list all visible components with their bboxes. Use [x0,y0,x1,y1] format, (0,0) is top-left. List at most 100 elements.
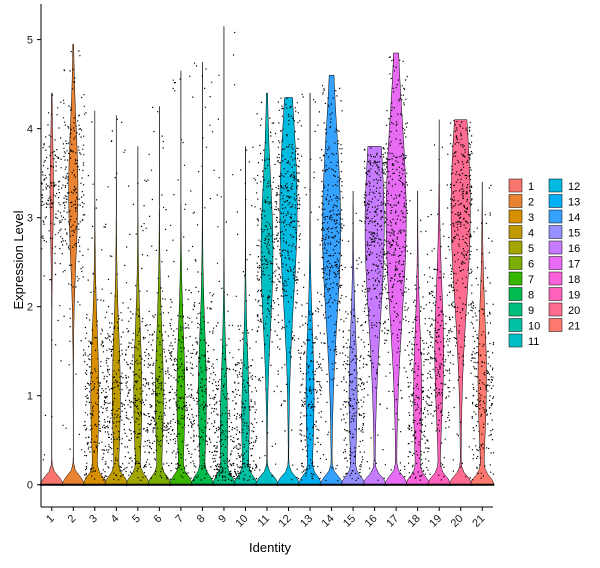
points-21 [471,184,495,481]
x-tick-label: 9 [216,513,229,526]
legend-key-7 [508,271,523,286]
violin-7 [168,70,194,485]
x-tick-label: 18 [406,513,423,530]
legend-key-6 [508,256,523,270]
x-tick-label: 7 [173,513,186,526]
legend-label-18: 18 [568,274,580,286]
zero-cluster-17 [384,483,409,486]
legend-label-11: 11 [528,336,539,348]
legend-key-5 [508,240,523,255]
x-tick-label: 3 [87,513,100,526]
violin-8 [189,61,215,485]
violin-18 [405,190,431,485]
zero-cluster-21 [470,483,495,486]
legend-key-2 [508,194,523,208]
zero-cluster-1 [39,483,64,486]
zero-cluster-8 [190,483,215,486]
x-tick-label: 13 [298,513,315,530]
legend-label-9: 9 [528,305,534,317]
points-12 [277,97,301,481]
x-tick-label: 15 [341,513,358,530]
violin-9 [211,26,237,485]
points-10 [234,146,258,481]
x-tick-label: 16 [363,513,380,530]
legend-label-16: 16 [568,243,580,255]
legend-label-12: 12 [568,181,580,193]
zero-cluster-10 [233,483,258,486]
points-2 [62,50,86,451]
y-tick-label: 0 [27,480,33,492]
zero-cluster-5 [125,483,150,486]
violin-6 [147,106,172,485]
legend-label-20: 20 [568,305,580,317]
violin-17 [383,52,409,485]
zero-cluster-12 [276,483,301,486]
legend-key-1 [508,178,523,193]
x-tick-label: 20 [449,513,466,530]
zero-cluster-7 [168,483,193,486]
legend-key-18 [548,271,563,286]
x-tick-label: 6 [152,513,165,526]
violin-21 [469,181,495,485]
legend-key-11 [508,333,523,348]
violin-13 [297,92,323,485]
legend-label-8: 8 [528,290,534,302]
x-tick-label: 17 [384,513,401,530]
legend-label-19: 19 [568,290,580,302]
zero-cluster-19 [427,483,452,486]
legend-label-5: 5 [528,243,534,255]
x-tick-label: 4 [109,513,122,526]
violin-20 [448,119,474,485]
x-tick-label: 1 [44,513,57,526]
x-tick-label: 11 [256,513,273,530]
zero-cluster-15 [341,483,366,486]
zero-cluster-16 [362,483,387,486]
zero-cluster-9 [211,483,236,486]
legend-key-20 [548,302,563,317]
y-axis-title: Expression Level [11,210,26,309]
zero-cluster-18 [405,483,430,486]
legend-label-2: 2 [528,197,534,209]
points-layer [39,31,495,486]
violin-14 [319,74,345,485]
zero-cluster-4 [104,483,129,486]
x-tick-label: 12 [276,513,293,530]
violins-layer [39,26,495,485]
legend-key-14 [548,209,563,224]
legend-key-9 [508,302,523,317]
legend-label-3: 3 [528,212,534,224]
violin-10 [233,146,258,485]
legend-label-10: 10 [528,321,540,333]
x-tick-label: 10 [233,513,250,530]
legend-key-10 [508,318,523,332]
legend-label-14: 14 [568,212,580,224]
zero-cluster-6 [147,483,172,486]
legend-key-3 [508,209,523,224]
x-tick-label: 19 [427,513,444,530]
zero-cluster-11 [255,483,279,486]
violin-15 [340,190,366,485]
x-tick-label: 2 [66,513,79,526]
x-tick-label: 5 [130,513,143,526]
violin-1 [39,92,65,485]
violin-2 [60,43,86,485]
zero-cluster-20 [448,483,473,486]
violin-19 [426,119,452,485]
violin-4 [103,115,129,485]
points-13 [299,93,322,481]
zero-cluster-14 [319,483,344,486]
x-tick-label: 14 [320,513,337,530]
legend-key-15 [548,225,563,239]
zero-cluster-3 [82,483,107,486]
y-tick-label: 4 [27,124,33,136]
legend-label-15: 15 [568,228,580,240]
legend-key-13 [548,194,563,208]
zero-cluster-2 [61,483,86,486]
points-20 [449,120,473,479]
legend-key-12 [548,178,563,193]
legend-label-7: 7 [528,274,534,286]
y-tick-label: 5 [27,35,33,47]
y-tick-label: 1 [27,391,33,403]
violin-11 [254,92,280,485]
